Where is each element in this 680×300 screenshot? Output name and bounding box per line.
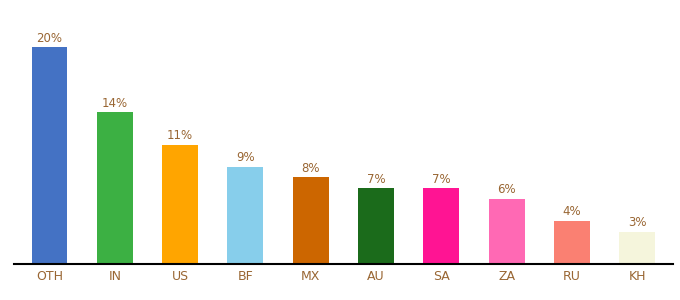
Text: 11%: 11%	[167, 129, 193, 142]
Bar	[619, 232, 656, 264]
Text: 8%: 8%	[301, 162, 320, 175]
Text: 7%: 7%	[432, 172, 451, 185]
Bar	[228, 167, 263, 264]
Text: 6%: 6%	[497, 183, 516, 196]
Text: 3%: 3%	[628, 216, 647, 229]
Bar	[358, 188, 394, 264]
Bar	[97, 112, 133, 264]
Text: 7%: 7%	[367, 172, 386, 185]
Text: 14%: 14%	[102, 97, 128, 110]
Bar	[162, 145, 198, 264]
Text: 4%: 4%	[562, 205, 581, 218]
Bar	[31, 47, 67, 264]
Bar	[293, 177, 328, 264]
Text: 9%: 9%	[236, 151, 255, 164]
Bar	[489, 199, 525, 264]
Bar	[554, 221, 590, 264]
Bar	[424, 188, 459, 264]
Text: 20%: 20%	[37, 32, 63, 45]
